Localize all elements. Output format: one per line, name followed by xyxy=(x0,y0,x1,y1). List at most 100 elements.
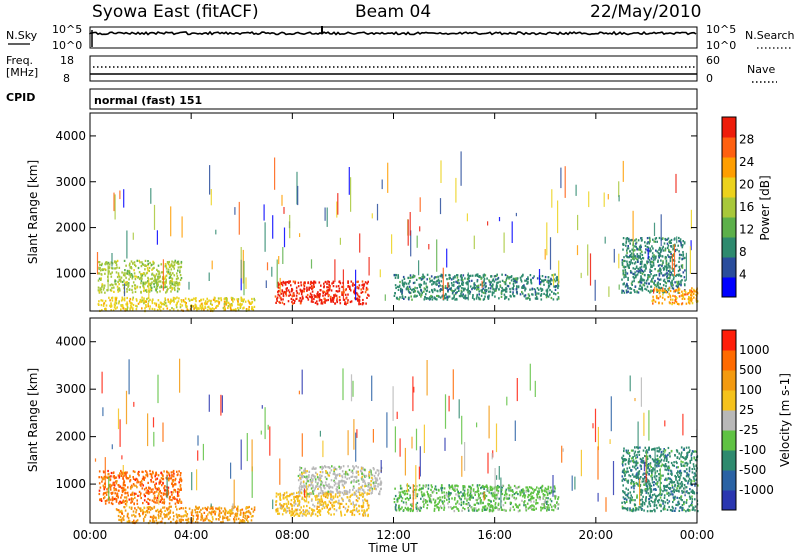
echo-cell xyxy=(335,285,338,288)
echo-cell xyxy=(160,512,162,515)
echo-cell xyxy=(368,476,371,479)
echo-cell xyxy=(166,509,169,512)
echo-cell xyxy=(680,282,682,285)
echo-cell xyxy=(341,285,343,288)
echo-cell xyxy=(660,249,662,252)
echo-cell xyxy=(374,481,376,484)
echo-cell xyxy=(310,499,313,502)
echo-cell xyxy=(350,475,353,478)
colorbar-segment xyxy=(722,117,736,138)
echo-cell xyxy=(409,276,411,279)
echo-cell xyxy=(680,244,683,247)
echo-cell xyxy=(653,254,655,257)
echo-cell xyxy=(121,472,124,475)
echo-cell xyxy=(132,476,134,479)
echo-cell xyxy=(344,476,347,479)
echo-cell xyxy=(512,291,514,294)
echo-cell xyxy=(346,509,349,512)
echo-streak xyxy=(209,165,211,195)
echo-cell xyxy=(143,499,146,502)
power-panel-frame xyxy=(89,112,698,312)
echo-cell xyxy=(288,281,290,285)
echo-cell xyxy=(647,278,649,281)
echo-cell xyxy=(291,513,293,516)
echo-cell xyxy=(426,503,429,507)
echo-cell xyxy=(530,492,532,495)
echo-cell xyxy=(297,474,300,478)
echo-cell xyxy=(306,495,309,498)
echo-cell xyxy=(322,504,324,507)
echo-cell xyxy=(622,248,624,251)
echo-cell xyxy=(156,508,159,511)
echo-cell xyxy=(108,296,110,299)
echo-cell xyxy=(104,268,106,271)
echo-cell xyxy=(133,284,136,287)
echo-cell xyxy=(304,500,306,503)
echo-cell xyxy=(284,509,287,512)
echo-cell xyxy=(140,273,143,276)
echo-cell xyxy=(132,477,135,480)
echo-cell xyxy=(196,307,199,310)
echo-cell xyxy=(248,308,250,311)
echo-cell xyxy=(155,279,157,282)
echo-cell xyxy=(168,502,171,505)
echo-cell xyxy=(364,485,366,488)
echo-cell xyxy=(231,512,233,515)
echo-cell xyxy=(665,265,668,268)
echo-cell xyxy=(521,275,523,278)
echo-cell xyxy=(142,517,145,520)
echo-cell xyxy=(312,300,314,303)
echo-cell xyxy=(204,303,207,306)
echo-cell xyxy=(455,502,457,505)
echo-cell xyxy=(332,501,335,504)
echo-cell xyxy=(541,503,544,506)
echo-cell xyxy=(366,282,369,285)
echo-cell xyxy=(144,289,147,292)
echo-cell xyxy=(460,498,462,501)
echo-cell xyxy=(323,285,325,288)
echo-cell xyxy=(247,520,249,523)
echo-cell xyxy=(422,277,425,280)
echo-cell xyxy=(485,494,488,498)
echo-cell xyxy=(188,507,191,510)
echo-cell xyxy=(423,503,425,506)
echo-cell xyxy=(493,494,496,497)
echo-cell xyxy=(672,244,675,247)
echo-cell xyxy=(480,502,482,505)
echo-cell xyxy=(194,521,197,524)
echo-cell xyxy=(462,502,465,505)
echo-cell xyxy=(159,479,161,482)
echo-cell xyxy=(320,284,322,287)
echo-cell xyxy=(547,279,549,282)
echo-streaks xyxy=(96,151,692,301)
echo-cell xyxy=(137,302,140,305)
echo-streak xyxy=(391,234,393,254)
echo-cell xyxy=(485,508,488,511)
echo-cell xyxy=(440,484,443,487)
echo-cell xyxy=(505,491,507,494)
echo-cell xyxy=(312,486,314,489)
echo-cell xyxy=(113,290,115,293)
echo-cell xyxy=(139,298,142,302)
echo-cell xyxy=(456,287,458,290)
echo-cell xyxy=(138,515,141,518)
echo-cell xyxy=(347,280,349,283)
echo-cell xyxy=(491,505,494,508)
echo-cell xyxy=(160,286,163,289)
echo-cell xyxy=(669,273,672,277)
echo-cell xyxy=(168,496,171,499)
echo-cell xyxy=(357,280,359,283)
echo-cell xyxy=(346,510,348,513)
echo-cell xyxy=(377,485,379,488)
echo-cell xyxy=(173,472,175,475)
echo-cell xyxy=(411,289,413,292)
echo-cell xyxy=(224,513,227,516)
echo-cell xyxy=(143,287,145,290)
echo-cell xyxy=(549,289,551,292)
echo-cell xyxy=(287,289,290,292)
echo-streak xyxy=(410,230,412,257)
echo-cell xyxy=(446,287,448,290)
echo-cell xyxy=(132,275,134,278)
echo-cell xyxy=(316,292,318,295)
echo-cell xyxy=(366,288,369,291)
